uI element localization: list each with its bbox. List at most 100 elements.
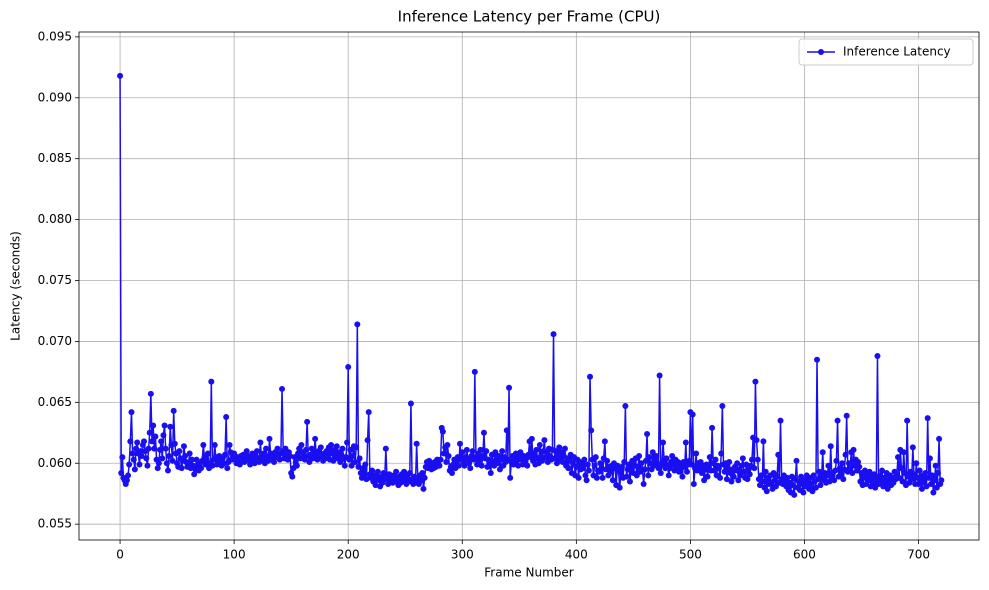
data-point [832, 467, 839, 474]
data-point [449, 469, 456, 476]
data-point [679, 473, 686, 480]
data-point [916, 467, 923, 474]
data-point [581, 456, 588, 463]
data-point [223, 413, 230, 420]
data-point [825, 462, 832, 469]
data-point [775, 451, 782, 458]
legend: Inference Latency [798, 38, 974, 66]
data-point [592, 454, 599, 461]
data-point [622, 402, 629, 409]
data-point [330, 457, 337, 464]
data-point [152, 433, 159, 440]
data-point [444, 441, 451, 448]
data-point [585, 467, 592, 474]
data-point [478, 462, 485, 469]
data-point [211, 441, 218, 448]
data-point [542, 454, 549, 461]
data-point [922, 469, 929, 476]
data-point [471, 368, 478, 375]
data-point [754, 456, 761, 463]
data-point [437, 456, 444, 463]
data-point [515, 462, 522, 469]
data-point [171, 440, 178, 447]
data-point [186, 450, 193, 457]
data-point [382, 445, 389, 452]
data-point [134, 439, 141, 446]
data-point [614, 462, 621, 469]
data-point [908, 476, 915, 483]
data-point [503, 427, 510, 434]
data-point [247, 461, 254, 468]
data-point [850, 446, 857, 453]
x-tick-label: 0 [116, 548, 124, 562]
data-point [638, 460, 645, 467]
data-point [251, 460, 258, 467]
data-point [436, 462, 443, 469]
data-point [923, 483, 930, 490]
data-point [266, 435, 273, 442]
data-point [524, 462, 531, 469]
data-point [744, 476, 751, 483]
data-point [253, 448, 260, 455]
data-point [591, 462, 598, 469]
data-point [118, 469, 125, 476]
data-point [160, 432, 167, 439]
data-point [328, 441, 335, 448]
legend-marker [818, 49, 824, 55]
data-point [583, 477, 590, 484]
data-point [487, 469, 494, 476]
data-point [904, 417, 911, 424]
data-point [276, 456, 283, 463]
data-point [287, 452, 294, 459]
data-point [725, 465, 732, 472]
data-point [356, 455, 363, 462]
data-point [393, 468, 400, 475]
chart-title: Inference Latency per Frame (CPU) [398, 8, 661, 26]
data-point [621, 459, 628, 466]
data-point [158, 438, 165, 445]
data-point [274, 445, 281, 452]
data-point [898, 465, 905, 472]
data-point [746, 471, 753, 478]
data-point [476, 457, 483, 464]
data-point [837, 471, 844, 478]
data-point [125, 472, 132, 479]
data-point [593, 474, 600, 481]
x-tick-label: 400 [565, 548, 588, 562]
data-point [693, 450, 700, 457]
data-point [537, 452, 544, 459]
data-point [263, 445, 270, 452]
data-point [146, 429, 153, 436]
data-point [580, 465, 587, 472]
data-point [354, 321, 361, 328]
data-point [609, 477, 616, 484]
data-point [372, 482, 379, 489]
data-point [156, 446, 163, 453]
data-point [816, 468, 823, 475]
data-point [363, 476, 370, 483]
data-point [682, 439, 689, 446]
data-point [918, 485, 925, 492]
data-point [626, 478, 633, 485]
data-point [413, 440, 420, 447]
data-point [831, 477, 838, 484]
data-point [154, 465, 161, 472]
data-point [236, 461, 243, 468]
data-point [443, 459, 450, 466]
data-point [243, 448, 250, 455]
data-point [149, 438, 156, 445]
data-point [704, 473, 711, 480]
data-point [752, 378, 759, 385]
data-point [128, 409, 135, 416]
data-point [298, 441, 305, 448]
legend-box [798, 38, 974, 66]
data-point [895, 454, 902, 461]
data-point [641, 466, 648, 473]
y-tick-label: 0.095 [38, 29, 72, 43]
markers [117, 72, 945, 498]
data-point [167, 423, 174, 430]
x-tick-label: 500 [679, 548, 702, 562]
data-point [180, 443, 187, 450]
